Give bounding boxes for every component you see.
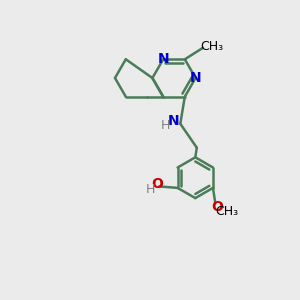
Text: N: N (190, 71, 201, 85)
Text: H: H (161, 119, 171, 132)
Text: O: O (152, 177, 164, 191)
Text: H: H (145, 183, 155, 196)
Text: N: N (158, 52, 169, 66)
Text: N: N (168, 114, 179, 128)
Text: CH₃: CH₃ (200, 40, 224, 53)
Text: CH₃: CH₃ (215, 206, 238, 218)
Text: O: O (211, 200, 223, 214)
